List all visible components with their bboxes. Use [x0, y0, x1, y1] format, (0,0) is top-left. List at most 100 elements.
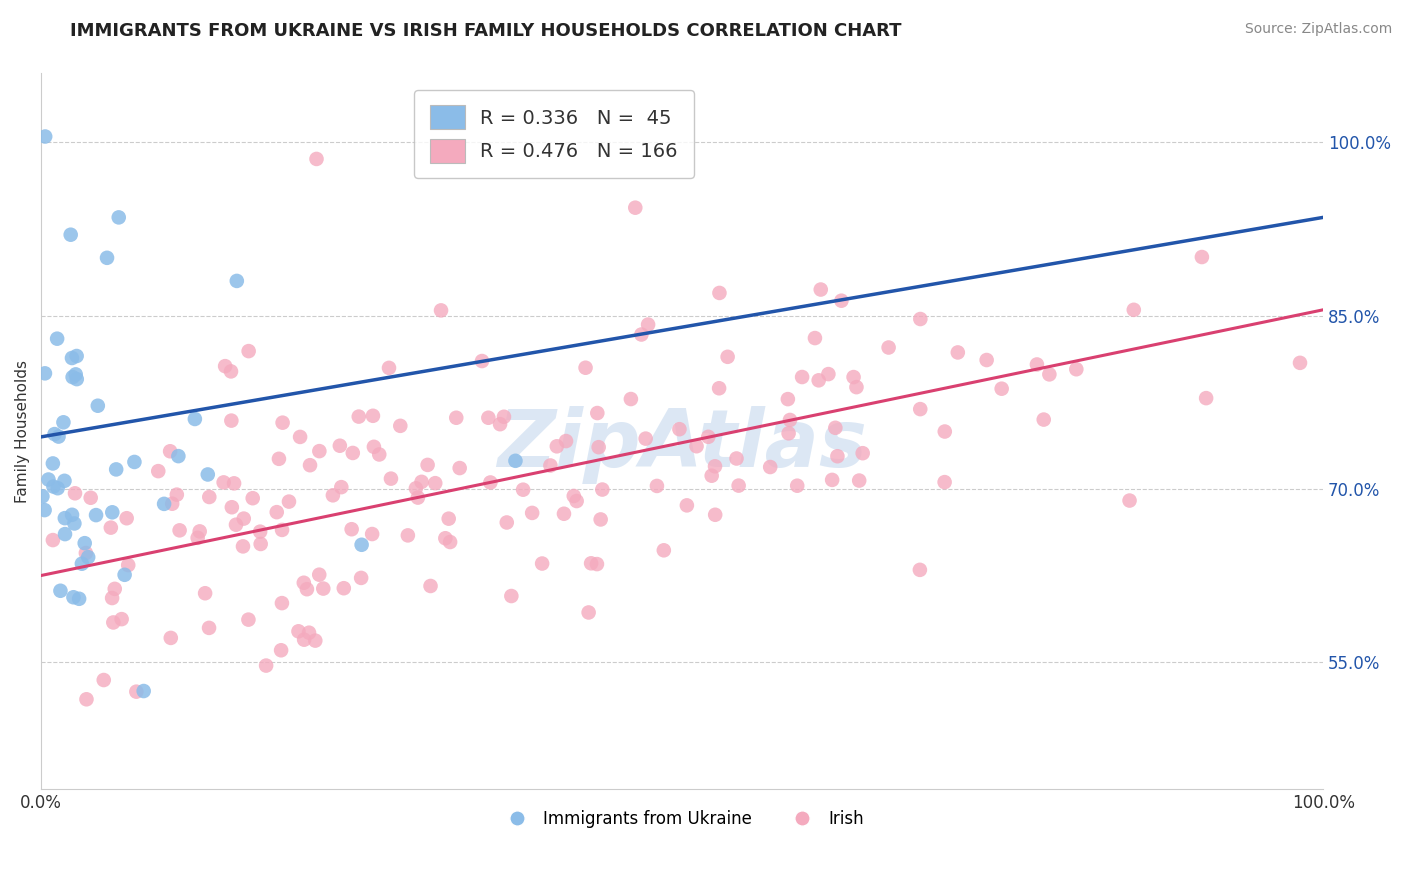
Point — [48, 429, 70, 443]
Point — [562, 489, 585, 503]
Point — [44, 427, 66, 442]
Point — [489, 417, 512, 432]
Point — [589, 512, 612, 526]
Point — [1038, 368, 1060, 382]
Point — [578, 606, 600, 620]
Point — [329, 439, 352, 453]
Point — [219, 364, 242, 378]
Point — [368, 447, 391, 461]
Point — [620, 392, 643, 406]
Point — [53, 474, 76, 488]
Point — [1026, 358, 1049, 372]
Point — [821, 473, 844, 487]
Point — [419, 579, 441, 593]
Point — [212, 475, 235, 490]
Point — [588, 440, 610, 454]
Point — [87, 399, 110, 413]
Point — [824, 421, 846, 435]
Point — [305, 152, 328, 166]
Point — [471, 354, 494, 368]
Point — [437, 511, 460, 525]
Point — [159, 444, 181, 458]
Point — [637, 318, 659, 332]
Point — [46, 332, 69, 346]
Point — [934, 475, 956, 490]
Point — [430, 303, 453, 318]
Point — [1191, 250, 1213, 264]
Point — [1122, 302, 1144, 317]
Point — [852, 446, 875, 460]
Point — [934, 425, 956, 439]
Point — [42, 479, 65, 493]
Point — [271, 523, 294, 537]
Point — [553, 507, 575, 521]
Point — [449, 461, 471, 475]
Point — [187, 531, 209, 545]
Point — [330, 480, 353, 494]
Point — [84, 508, 107, 522]
Point — [111, 612, 134, 626]
Point — [271, 416, 294, 430]
Point — [425, 476, 447, 491]
Point — [586, 557, 609, 571]
Text: IMMIGRANTS FROM UKRAINE VS IRISH FAMILY HOUSEHOLDS CORRELATION CHART: IMMIGRANTS FROM UKRAINE VS IRISH FAMILY … — [70, 22, 901, 40]
Point — [107, 211, 129, 225]
Point — [434, 531, 457, 545]
Point — [877, 341, 900, 355]
Point — [34, 367, 56, 381]
Point — [565, 494, 588, 508]
Point — [790, 370, 813, 384]
Point — [114, 567, 136, 582]
Point — [512, 483, 534, 497]
Point — [184, 412, 207, 426]
Point — [225, 274, 247, 288]
Point — [579, 557, 602, 571]
Point — [779, 413, 801, 427]
Point — [242, 491, 264, 506]
Point — [66, 349, 89, 363]
Point — [65, 368, 87, 382]
Point — [53, 511, 76, 525]
Point — [786, 479, 808, 493]
Point — [221, 414, 243, 428]
Point — [709, 285, 731, 300]
Point — [495, 516, 517, 530]
Point — [776, 392, 799, 406]
Point — [574, 360, 596, 375]
Point — [1066, 362, 1088, 376]
Point — [266, 505, 288, 519]
Point — [990, 382, 1012, 396]
Point — [308, 567, 330, 582]
Point — [67, 591, 90, 606]
Point — [634, 432, 657, 446]
Point — [125, 684, 148, 698]
Point — [222, 476, 245, 491]
Point — [103, 615, 125, 630]
Point — [910, 312, 932, 326]
Point — [49, 583, 72, 598]
Point — [249, 537, 271, 551]
Point — [62, 370, 84, 384]
Point — [37, 473, 59, 487]
Point — [62, 591, 84, 605]
Point — [63, 486, 86, 500]
Point — [278, 494, 301, 508]
Point — [1118, 493, 1140, 508]
Point — [59, 227, 82, 242]
Point — [910, 402, 932, 417]
Point — [342, 446, 364, 460]
Point — [538, 458, 561, 473]
Point — [830, 293, 852, 308]
Point — [198, 490, 221, 504]
Point — [159, 631, 181, 645]
Point — [169, 524, 191, 538]
Point — [827, 449, 849, 463]
Point — [298, 458, 321, 473]
Point — [624, 201, 647, 215]
Point — [288, 430, 311, 444]
Point — [685, 439, 707, 453]
Point — [817, 367, 839, 381]
Point — [630, 327, 652, 342]
Point — [287, 624, 309, 639]
Point — [333, 581, 356, 595]
